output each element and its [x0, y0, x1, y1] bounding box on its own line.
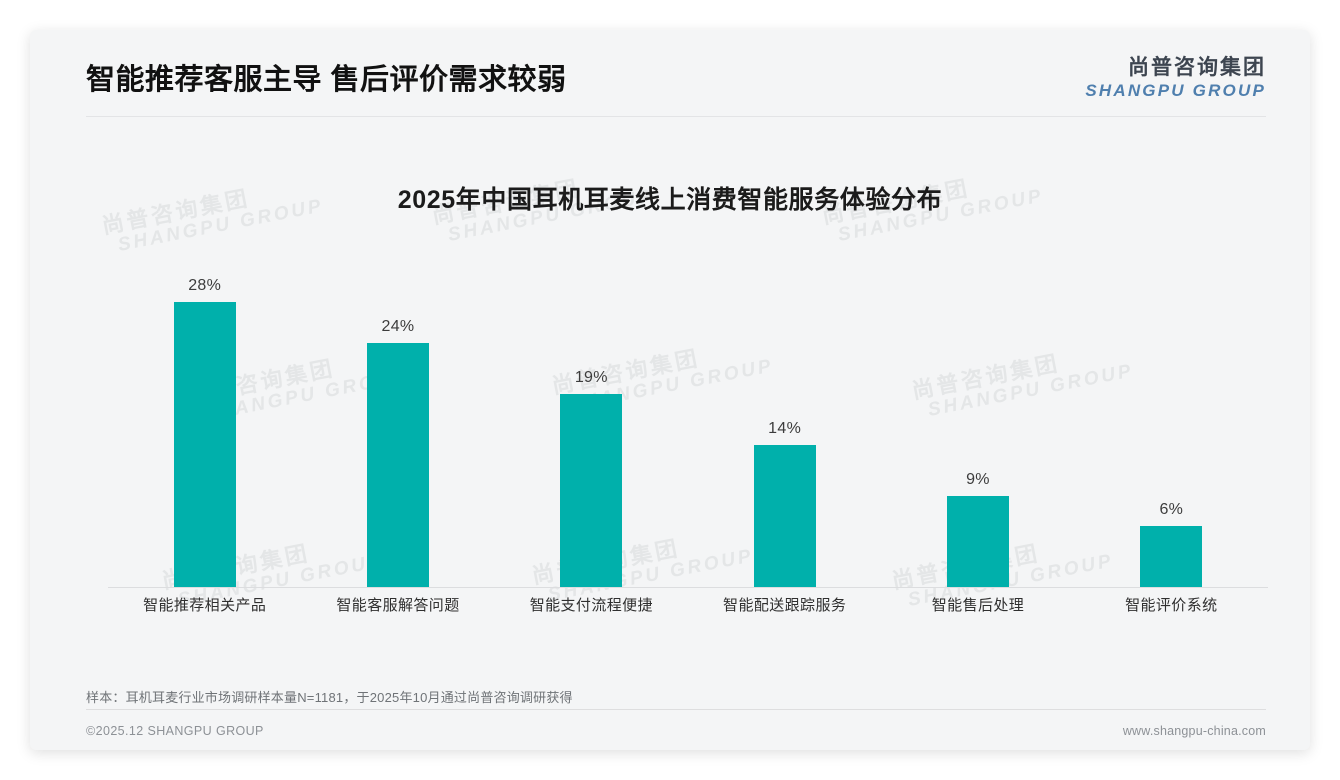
chart-plot-area: 28% 24% 19% 14% 9% 6% 智能推荐相关产品 智能客服解答问题 智能支付流程便… [78, 248, 1268, 614]
website-link[interactable]: www.shangpu-china.com [1122, 724, 1266, 738]
x-axis-label: 智能推荐相关产品 [143, 597, 267, 614]
copyright-text: ©2025.12 SHANGPU GROUP [86, 724, 264, 738]
sample-note: 样本：耳机耳麦行业市场调研样本量N=1181，于2025年10月通过尚普咨询调研… [86, 690, 573, 705]
slide-footer: ©2025.12 SHANGPU GROUP www.shangpu-china… [30, 718, 1310, 750]
x-axis-line [108, 587, 1268, 588]
bar-value-label: 14% [768, 419, 802, 437]
bar-value-label: 9% [966, 470, 990, 488]
bar[interactable] [366, 343, 429, 587]
bar-item[interactable]: 28% [108, 248, 301, 587]
bar-value-label: 6% [1159, 501, 1184, 518]
x-axis-label: 智能支付流程便捷 [529, 597, 653, 614]
x-axis-label: 智能配送跟踪服务 [723, 597, 847, 614]
bar[interactable] [946, 495, 1009, 587]
bar-item[interactable]: 24% [301, 248, 494, 587]
bar[interactable] [560, 393, 623, 587]
bar-item[interactable]: 6% [1075, 248, 1268, 587]
slide-card: 尚普咨询集团 SHANGPU GROUP 尚普咨询集团 SHANGPU GROU… [30, 30, 1310, 750]
brand-logo-cn: 尚普咨询集团 [1128, 56, 1266, 79]
bar-value-label: 28% [188, 277, 222, 295]
slide-header: 智能推荐客服主导 售后评价需求较弱 尚普咨询集团 SHANGPU GROUP [30, 30, 1310, 118]
brand-logo: 尚普咨询集团 SHANGPU GROUP [1085, 56, 1266, 101]
bar-value-label: 19% [574, 368, 608, 386]
bar[interactable] [173, 302, 236, 587]
bar-item[interactable]: 14% [688, 248, 881, 587]
x-axis-labels: 智能推荐相关产品 智能客服解答问题 智能支付流程便捷 智能配送跟踪服务 智能售后处理 智能… [108, 594, 1268, 615]
footer-divider [86, 709, 1266, 710]
bar-item[interactable]: 9% [881, 248, 1074, 587]
x-axis-label: 智能客服解答问题 [336, 597, 460, 614]
chart-container: 2025年中国耳机耳麦线上消费智能服务体验分布 28% 24% 19% 14% 9% 6%… [30, 118, 1310, 678]
page-title: 智能推荐客服主导 售后评价需求较弱 [86, 64, 567, 96]
bar[interactable] [1140, 526, 1203, 587]
bar-item[interactable]: 19% [495, 248, 688, 587]
x-axis-label: 智能售后处理 [931, 597, 1025, 614]
x-axis-label: 智能评价系统 [1125, 597, 1218, 614]
bar-series: 28% 24% 19% 14% 9% 6% [108, 248, 1268, 587]
brand-logo-en: SHANGPU GROUP [1085, 80, 1266, 100]
bar-value-label: 24% [381, 318, 415, 335]
header-divider [86, 116, 1266, 117]
chart-title: 2025年中国耳机耳麦线上消费智能服务体验分布 [397, 186, 943, 214]
bar[interactable] [753, 444, 816, 587]
